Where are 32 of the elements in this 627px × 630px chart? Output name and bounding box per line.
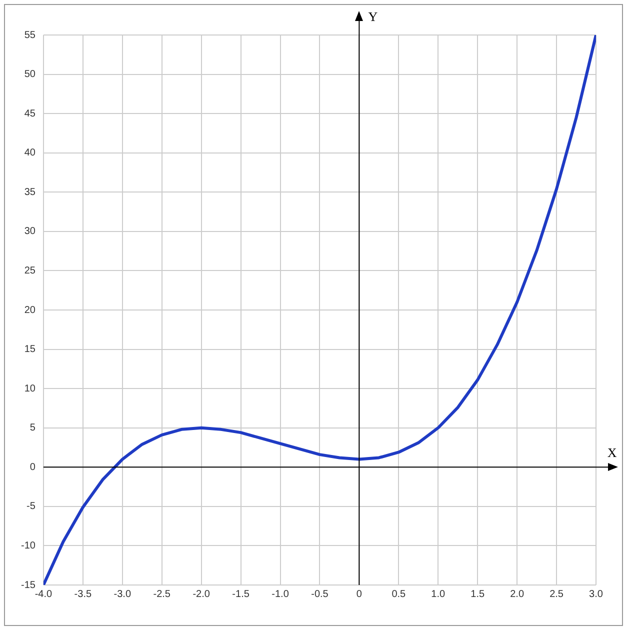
y-tick-label: 15 bbox=[24, 344, 36, 356]
x-tick-label: 1.5 bbox=[470, 588, 485, 600]
x-tick-label: 3.0 bbox=[589, 588, 604, 600]
y-tick-label: 40 bbox=[24, 148, 36, 159]
y-tick-label: 55 bbox=[24, 30, 36, 41]
x-tick-label: -3.5 bbox=[74, 588, 92, 600]
x-tick-label: 0.5 bbox=[392, 588, 406, 600]
y-tick-label: -15 bbox=[21, 580, 36, 591]
y-tick-label: 5 bbox=[30, 422, 36, 434]
y-tick-label: 0 bbox=[30, 462, 36, 473]
x-tick-label: -1.5 bbox=[232, 588, 250, 600]
x-tick-label: -1.0 bbox=[272, 588, 290, 600]
y-tick-label: 45 bbox=[24, 108, 36, 120]
y-tick-label: 10 bbox=[24, 383, 36, 394]
y-tick-label: 50 bbox=[24, 69, 36, 80]
y-tick-label: 35 bbox=[24, 186, 36, 198]
y-tick-label: 20 bbox=[24, 304, 36, 316]
y-tick-label: 25 bbox=[24, 265, 36, 276]
x-axis-title: X bbox=[607, 445, 618, 460]
y-tick-label: -10 bbox=[21, 540, 36, 552]
x-tick-label: -2.0 bbox=[192, 588, 210, 600]
x-tick-label: 0 bbox=[356, 588, 362, 600]
x-tick-label: 2.0 bbox=[510, 588, 524, 600]
x-tick-label: -0.5 bbox=[311, 588, 329, 600]
x-tick-label: -3.0 bbox=[114, 588, 132, 600]
y-axis-title: Y bbox=[368, 9, 378, 24]
x-tick-label: 1.0 bbox=[431, 588, 446, 600]
y-tick-label: -5 bbox=[26, 501, 36, 512]
y-tick-label: 30 bbox=[24, 226, 36, 238]
x-tick-label: 2.5 bbox=[550, 588, 564, 600]
x-tick-label: -2.5 bbox=[153, 588, 171, 600]
x-tick-label: -4.0 bbox=[34, 588, 53, 600]
